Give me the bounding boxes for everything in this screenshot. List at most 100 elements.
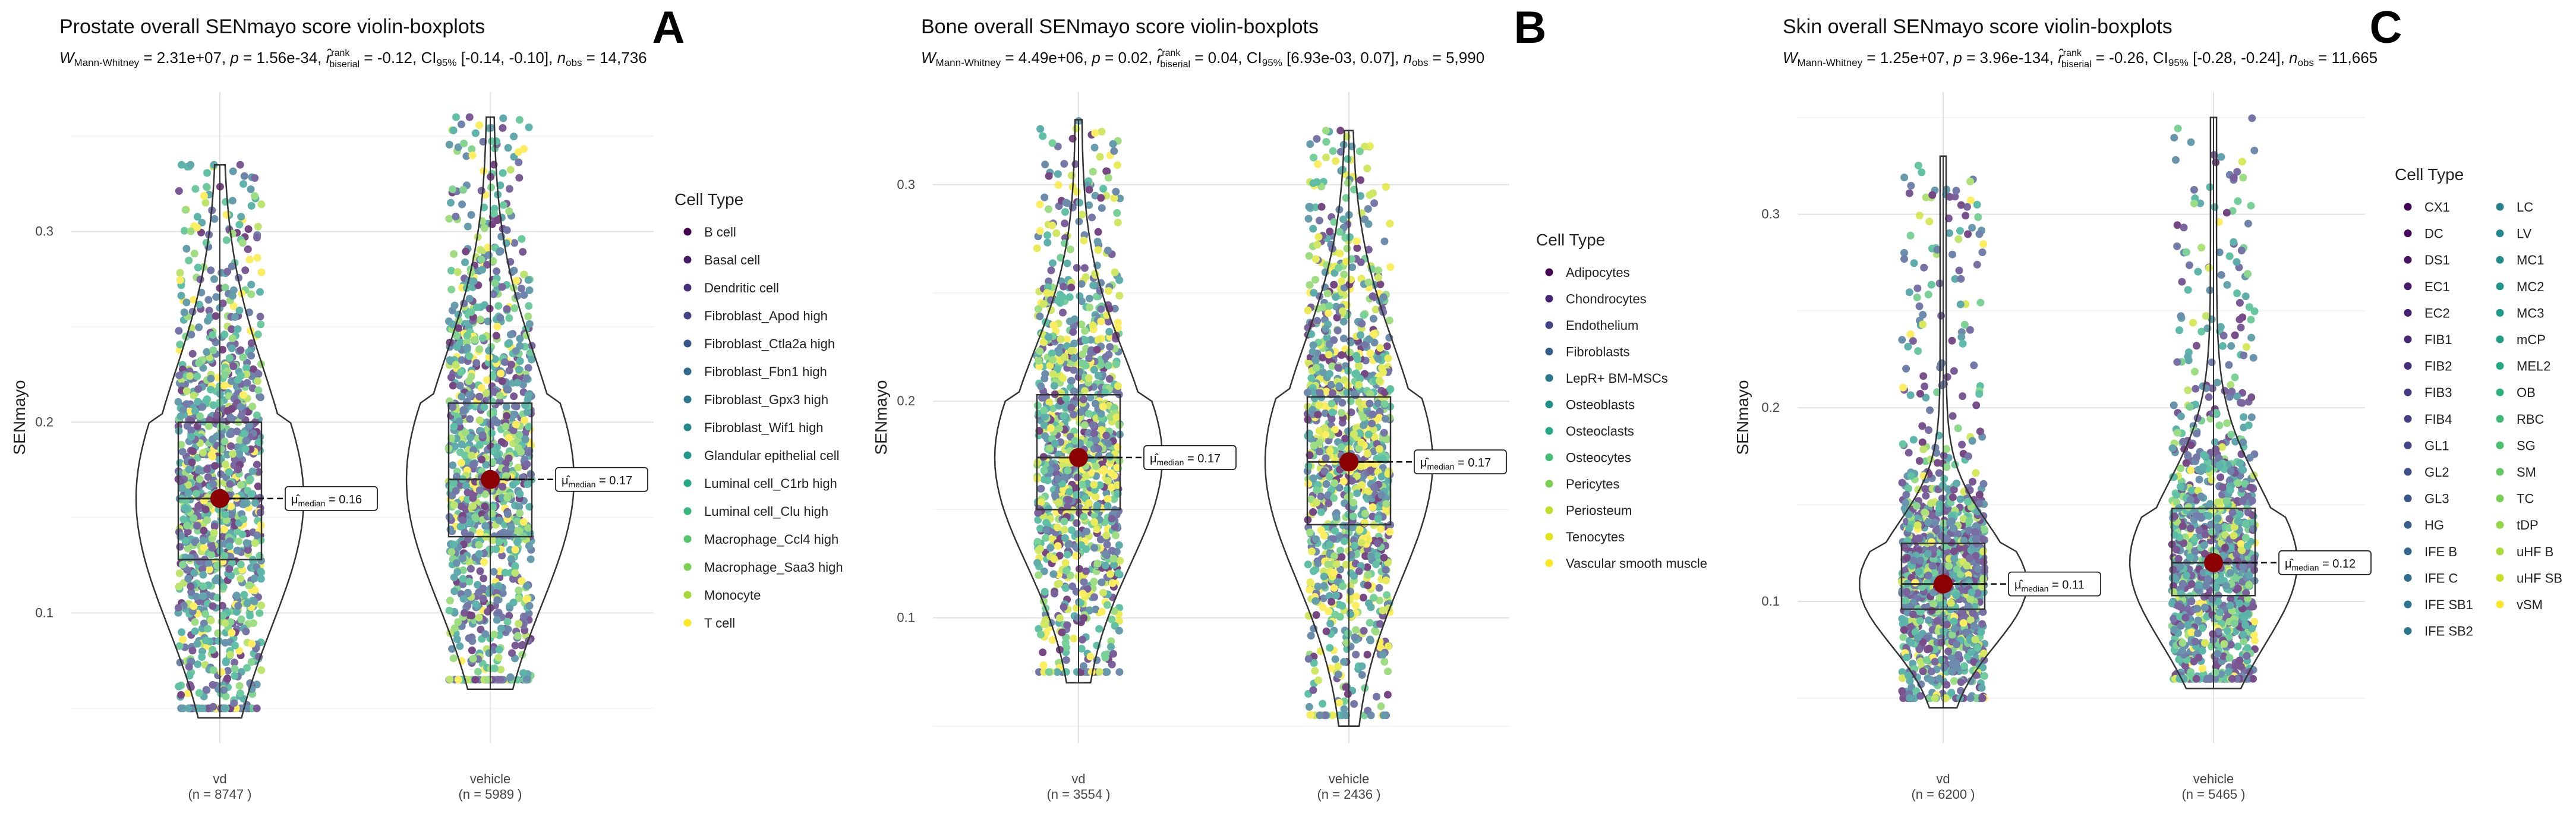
- y-tick-label: 0.1: [35, 605, 53, 620]
- data-point: [1098, 607, 1106, 616]
- data-point: [459, 554, 466, 562]
- data-point: [1101, 562, 1109, 569]
- data-point: [221, 619, 229, 627]
- data-point: [469, 277, 478, 285]
- data-point: [1370, 330, 1378, 338]
- data-point: [193, 213, 201, 221]
- data-point: [1079, 395, 1087, 404]
- data-point: [226, 651, 234, 659]
- data-point: [513, 632, 522, 640]
- data-point: [1036, 312, 1044, 320]
- data-point: [179, 515, 188, 524]
- data-point: [502, 402, 510, 411]
- data-point: [464, 222, 472, 231]
- data-point: [188, 458, 196, 467]
- data-point: [175, 187, 183, 195]
- data-point: [1078, 635, 1086, 644]
- data-point: [1380, 237, 1389, 245]
- data-point: [475, 588, 483, 597]
- legend-title: Cell Type: [674, 190, 743, 209]
- data-point: [1057, 335, 1065, 344]
- data-point: [1382, 566, 1390, 574]
- legend-swatch: [683, 256, 692, 264]
- data-point: [195, 359, 203, 367]
- data-point: [227, 572, 235, 579]
- data-point: [1086, 303, 1094, 311]
- data-point: [1360, 626, 1368, 635]
- data-point: [1103, 601, 1111, 609]
- data-point: [1367, 711, 1375, 720]
- data-point: [1312, 364, 1320, 372]
- data-point: [1074, 530, 1082, 538]
- data-point: [452, 361, 460, 369]
- data-point: [257, 666, 266, 675]
- data-point: [198, 403, 207, 411]
- data-point: [1306, 711, 1314, 719]
- data-point: [185, 256, 193, 264]
- data-point: [1309, 225, 1317, 233]
- data-point: [237, 615, 245, 623]
- legend-label: Glandular epithelial cell: [704, 448, 839, 463]
- data-point: [254, 468, 263, 476]
- data-point: [487, 183, 496, 191]
- data-point: [1306, 140, 1314, 148]
- data-point: [1052, 229, 1061, 237]
- data-point: [1308, 547, 1316, 556]
- data-point: [182, 298, 191, 307]
- data-point: [505, 207, 513, 215]
- legend-swatch: [683, 479, 692, 487]
- data-point: [184, 689, 192, 698]
- data-point: [176, 276, 184, 284]
- data-point: [494, 302, 503, 310]
- data-point: [229, 450, 237, 458]
- data-point: [1313, 135, 1321, 143]
- data-point: [1343, 389, 1351, 397]
- legend-label: B cell: [704, 225, 736, 240]
- data-point: [1314, 582, 1322, 591]
- legend-item: Vascular smooth muscle: [1545, 556, 1707, 571]
- data-point: [1357, 438, 1366, 446]
- data-point: [1364, 430, 1373, 439]
- data-point: [1085, 185, 1093, 194]
- data-point: [1090, 593, 1098, 601]
- data-point: [251, 499, 259, 507]
- data-point: [237, 575, 245, 583]
- data-point: [1364, 581, 1372, 590]
- data-point: [257, 575, 265, 583]
- data-point: [1035, 546, 1043, 554]
- data-point: [1082, 567, 1090, 575]
- data-point: [1348, 263, 1357, 272]
- data-point: [235, 306, 244, 314]
- data-point: [1070, 339, 1079, 348]
- data-point: [1364, 278, 1373, 286]
- x-tick-count: (n = 3554 ): [1046, 787, 1110, 802]
- data-point: [510, 392, 518, 401]
- data-point: [1379, 651, 1387, 659]
- data-point: [245, 256, 254, 264]
- data-point: [243, 664, 251, 672]
- data-point: [202, 239, 210, 247]
- data-point: [1900, 174, 1909, 182]
- data-point: [240, 591, 248, 599]
- data-point: [1338, 553, 1346, 561]
- data-point: [1315, 216, 1323, 225]
- data-point: [1104, 174, 1112, 182]
- data-point: [1335, 382, 1344, 390]
- data-point: [209, 480, 217, 489]
- data-point: [1092, 493, 1100, 501]
- data-point: [211, 462, 219, 470]
- data-point: [248, 402, 257, 411]
- data-point: [1954, 235, 1963, 243]
- data-point: [1306, 528, 1314, 537]
- data-point: [251, 539, 259, 547]
- data-point: [1370, 199, 1379, 207]
- data-point: [242, 539, 251, 547]
- data-point: [220, 686, 228, 694]
- data-point: [1322, 138, 1330, 146]
- data-point: [242, 628, 250, 635]
- data-point: [209, 452, 217, 461]
- data-point: [512, 347, 520, 355]
- data-point: [1330, 552, 1339, 560]
- data-point: [1047, 266, 1055, 275]
- data-point: [1049, 321, 1058, 329]
